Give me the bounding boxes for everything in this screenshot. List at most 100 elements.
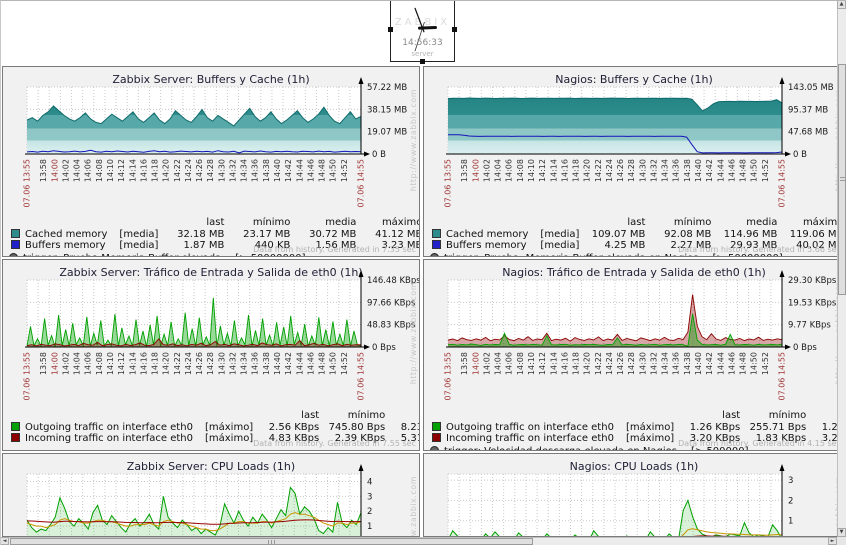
- svg-text:14:02: 14:02: [482, 159, 491, 182]
- graph-image[interactable]: 146.48 KBps 97.66 KBps 48.83 KBps 0 Bps 07.0…: [3, 270, 419, 402]
- svg-text:14:40: 14:40: [694, 159, 703, 182]
- graph-panel-zabbix-buffers[interactable]: Zabbix Server: Buffers y Cache (1h) 57.2…: [2, 66, 420, 257]
- svg-text:14:04: 14:04: [73, 159, 82, 182]
- svg-text:14:04: 14:04: [494, 352, 503, 375]
- svg-text:14:46: 14:46: [727, 352, 736, 375]
- svg-text:14:52: 14:52: [761, 159, 770, 182]
- svg-text:14:40: 14:40: [273, 159, 282, 182]
- chart-canvas: 143.05 MB 95.37 MB 47.68 MB 0 B 07.06 13:55 1…: [444, 77, 834, 208]
- svg-text:14:38: 14:38: [262, 159, 271, 182]
- svg-text:14:52: 14:52: [340, 159, 349, 182]
- svg-text:14:28: 14:28: [206, 159, 215, 182]
- svg-text:14:26: 14:26: [616, 159, 625, 182]
- zabbix-url-watermark: http://www.zabbix.com: [409, 476, 418, 537]
- svg-text:14:32: 14:32: [228, 159, 237, 182]
- series-color-swatch: [11, 422, 20, 431]
- svg-text:14:04: 14:04: [73, 352, 82, 375]
- svg-text:14:18: 14:18: [572, 352, 581, 375]
- graph-panel-nagios-traffic[interactable]: Nagios: Tráfico de Entrada y Salida de e…: [423, 259, 845, 451]
- svg-text:1: 1: [367, 522, 372, 532]
- svg-text:1: 1: [788, 517, 793, 527]
- svg-text:143.05 MB: 143.05 MB: [788, 83, 834, 93]
- graph-panel-nagios-cpu[interactable]: Nagios: CPU Loads (1h) 32107.06 13:5513:…: [423, 453, 845, 537]
- svg-text:9.77 KBps: 9.77 KBps: [788, 321, 831, 331]
- svg-text:0 B: 0 B: [793, 150, 807, 160]
- svg-text:14:00: 14:00: [50, 159, 59, 182]
- svg-text:14:28: 14:28: [206, 352, 215, 375]
- horizontal-scrollbar[interactable]: [0, 537, 837, 545]
- svg-text:14:38: 14:38: [683, 352, 692, 375]
- graph-panel-zabbix-traffic[interactable]: Zabbix Server: Tráfico de Entrada y Sali…: [2, 259, 420, 451]
- svg-text:14:52: 14:52: [340, 352, 349, 375]
- graph-image[interactable]: 143.05 MB 95.37 MB 47.68 MB 0 B 07.06 13:55 1…: [424, 77, 844, 209]
- generated-in-footer: Data from history. Generated in 5.66 sec: [678, 245, 841, 254]
- resize-handle-bottom[interactable]: [420, 59, 425, 64]
- svg-text:3: 3: [367, 492, 372, 502]
- scroll-left-icon[interactable]: ◄: [0, 537, 9, 545]
- svg-text:14:34: 14:34: [661, 159, 670, 182]
- graph-panel-zabbix-cpu[interactable]: Zabbix Server: CPU Loads (1h) 432107.06 …: [2, 453, 420, 537]
- graph-title: Nagios: CPU Loads (1h): [569, 460, 699, 473]
- svg-text:97.66 KBps: 97.66 KBps: [367, 298, 416, 308]
- svg-text:14:44: 14:44: [295, 159, 304, 182]
- svg-text:2: 2: [788, 496, 793, 506]
- legend-row: Buffers memory [media] 1.87 MB 440 KB 1.56 M…: [9, 240, 419, 251]
- legend-table: last mínimo media máximo Cached memory [media…: [9, 217, 419, 251]
- svg-text:14:38: 14:38: [262, 352, 271, 375]
- svg-text:14:36: 14:36: [251, 159, 260, 182]
- svg-text:14:32: 14:32: [649, 352, 658, 375]
- scroll-down-icon[interactable]: ▼: [837, 528, 846, 537]
- svg-text:14:50: 14:50: [750, 159, 759, 182]
- graph-image[interactable]: 32107.06 13:5513:5814:0014:0214:0414:061…: [424, 464, 844, 536]
- graph-image[interactable]: 57.22 MB 38.15 MB 19.07 MB 0 B 07.06 13:55 13…: [3, 77, 419, 209]
- generated-in-footer: Data from history. Generated in 7.55 sec: [253, 439, 416, 448]
- zabbix-url-watermark: http://www.zabbix.com: [409, 89, 418, 192]
- graph-legend: lastmínimomediamáximoOutgoing traffic on…: [430, 410, 844, 450]
- vertical-scrollbar-thumb[interactable]: [838, 64, 846, 295]
- chart-canvas: 146.48 KBps 97.66 KBps 48.83 KBps 0 Bps 07.0…: [23, 270, 419, 401]
- graph-legend: last mínimo media máximo Cached memory [media…: [9, 217, 419, 256]
- resize-handle-right[interactable]: [452, 27, 457, 32]
- vertical-scrollbar[interactable]: [837, 0, 846, 537]
- svg-text:95.37 MB: 95.37 MB: [788, 105, 828, 115]
- legend-table: lastmínimomediamáximoOutgoing traffic on…: [430, 410, 844, 444]
- legend-row: Incoming traffic on interface eth0 [máxim…: [9, 433, 419, 444]
- svg-text:14:20: 14:20: [583, 159, 592, 182]
- clock-widget: ZABBIX 14:56:33 server: [388, 0, 457, 64]
- svg-text:14:10: 14:10: [106, 352, 115, 375]
- svg-text:07.06 14:55: 07.06 14:55: [357, 159, 366, 208]
- series-color-swatch: [432, 229, 441, 238]
- trigger-row: trigger: Prueba Memoria Buffer elevada[>…: [9, 253, 419, 256]
- svg-text:14:30: 14:30: [217, 159, 226, 182]
- resize-handle-left[interactable]: [388, 27, 393, 32]
- svg-text:14:08: 14:08: [95, 352, 104, 375]
- scroll-up-icon[interactable]: ▲: [837, 0, 846, 9]
- svg-text:57.22 MB: 57.22 MB: [367, 83, 407, 93]
- svg-text:14:34: 14:34: [240, 159, 249, 182]
- svg-text:14:24: 14:24: [184, 159, 193, 182]
- svg-text:14:30: 14:30: [638, 352, 647, 375]
- legend-table: last mínimo media máximo Cached memory [media…: [430, 217, 844, 251]
- svg-text:14:12: 14:12: [538, 352, 547, 375]
- svg-text:14:40: 14:40: [273, 352, 282, 375]
- svg-text:14:14: 14:14: [128, 352, 137, 375]
- graph-image[interactable]: 29.30 KBps 19.53 KBps 9.77 KBps 0 Bps 07.06 …: [424, 270, 844, 402]
- svg-text:14:06: 14:06: [84, 352, 93, 375]
- svg-text:14:02: 14:02: [482, 352, 491, 375]
- trigger-icon: [430, 253, 439, 256]
- svg-text:14:24: 14:24: [605, 352, 614, 375]
- svg-text:14:50: 14:50: [329, 159, 338, 182]
- svg-text:14:26: 14:26: [616, 352, 625, 375]
- svg-text:14:00: 14:00: [50, 352, 59, 375]
- scroll-right-icon[interactable]: ►: [828, 537, 837, 545]
- svg-text:14:48: 14:48: [318, 159, 327, 182]
- graph-image[interactable]: 432107.06 13:5513:5814:0014:0214:0414:06…: [3, 464, 419, 536]
- generated-in-footer: Data from history. Generated in 7.35 sec: [253, 245, 416, 254]
- horizontal-scrollbar-thumb[interactable]: [10, 538, 533, 545]
- zabbix-url-watermark: http://www.zabbix.com: [409, 282, 418, 385]
- svg-text:13:58: 13:58: [39, 159, 48, 182]
- graph-panel-nagios-buffers[interactable]: Nagios: Buffers y Cache (1h) 143.05 MB 95…: [423, 66, 845, 257]
- graph-title: Zabbix Server: CPU Loads (1h): [126, 460, 296, 473]
- svg-text:14:16: 14:16: [139, 159, 148, 182]
- svg-text:07.06 13:55: 07.06 13:55: [23, 159, 32, 208]
